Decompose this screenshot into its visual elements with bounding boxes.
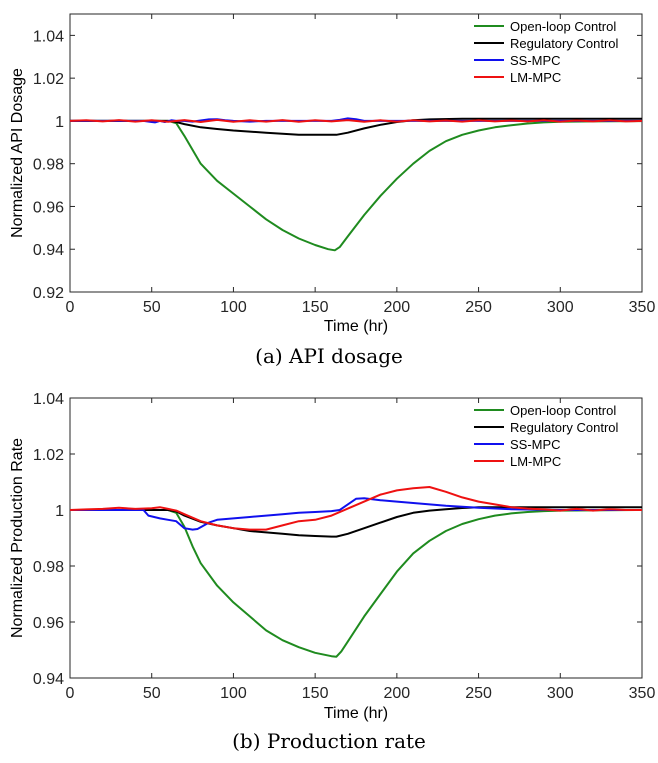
x-tick-label: 250	[465, 299, 492, 316]
x-tick-label: 350	[629, 685, 656, 702]
series-line-lm-mpc	[70, 486, 642, 531]
y-tick-label: 1	[55, 503, 64, 520]
legend-label: Open-loop Control	[510, 403, 616, 418]
legend-label: LM-MPC	[510, 70, 561, 85]
y-tick-label: 1.02	[33, 71, 64, 88]
series-line-regulatory-control	[70, 117, 642, 136]
x-tick-label: 200	[384, 685, 411, 702]
x-tick-label: 200	[384, 299, 411, 316]
x-tick-label: 0	[66, 299, 75, 316]
y-tick-label: 0.98	[33, 157, 64, 174]
series-line-open-loop-control	[70, 509, 642, 658]
y-tick-label: 1	[55, 114, 64, 131]
y-tick-label: 0.96	[33, 615, 64, 632]
plot-frame	[69, 397, 643, 679]
legend-label: Regulatory Control	[510, 36, 618, 51]
legend-label: SS-MPC	[510, 53, 561, 68]
y-tick-label: 0.94	[33, 242, 64, 259]
x-tick-label: 250	[465, 685, 492, 702]
x-axis-title: Time (hr)	[324, 705, 388, 722]
y-tick-label: 1.04	[33, 28, 64, 45]
x-axis-title: Time (hr)	[324, 318, 388, 335]
caption-production-rate: (b) Production rate	[232, 729, 426, 753]
x-tick-label: 100	[220, 299, 247, 316]
legend-label: SS-MPC	[510, 437, 561, 452]
legend-label: LM-MPC	[510, 454, 561, 469]
x-tick-label: 100	[220, 685, 247, 702]
legend-label: Open-loop Control	[510, 19, 616, 34]
x-tick-label: 150	[302, 299, 329, 316]
series-line-open-loop-control	[70, 119, 642, 252]
y-tick-label: 0.98	[33, 559, 64, 576]
y-tick-label: 0.96	[33, 199, 64, 216]
api-dosage-plot: 0 50 100 150 200 250 300 350 0.92 0.94 0.96 0.98 1 1.…	[9, 13, 656, 335]
chart-api-dosage: 0 50 100 150 200 250 300 350 0.92 0.94 0.96 0.98 1 1.…	[0, 0, 658, 380]
series-line-ss-mpc	[70, 497, 642, 531]
x-tick-label: 0	[66, 685, 75, 702]
plot-frame	[69, 13, 643, 293]
caption-api-dosage: (a) API dosage	[255, 344, 403, 368]
x-tick-label: 150	[302, 685, 329, 702]
y-tick-label: 0.92	[33, 285, 64, 302]
series-line-lm-mpc	[70, 118, 642, 123]
y-axis-title: Normalized Production Rate	[9, 438, 26, 638]
legend-label: Regulatory Control	[510, 420, 618, 435]
x-tick-label: 350	[629, 299, 656, 316]
y-axis-title: Normalized API Dosage	[9, 68, 26, 238]
x-tick-label: 300	[547, 299, 574, 316]
x-tick-label: 50	[143, 685, 161, 702]
y-tick-label: 1.02	[33, 447, 64, 464]
y-tick-label: 0.94	[33, 671, 64, 688]
x-tick-label: 300	[547, 685, 574, 702]
x-tick-label: 50	[143, 299, 161, 316]
y-tick-label: 1.04	[33, 391, 64, 408]
production-rate-plot: 0 50 100 150 200 250 300 350 0.94 0.96 0.98 1 1.02 1.…	[9, 391, 656, 722]
chart-production-rate: 0 50 100 150 200 250 300 350 0.94 0.96 0.98 1 1.02 1.…	[0, 382, 658, 763]
